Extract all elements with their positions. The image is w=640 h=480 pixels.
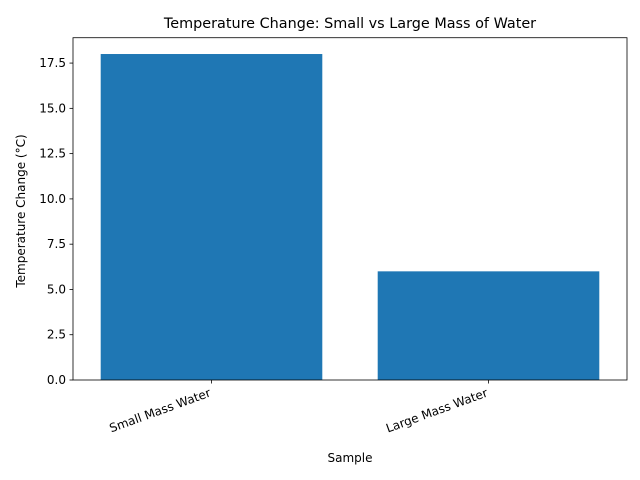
y-tick-label: 10.0 xyxy=(39,192,66,206)
y-tick-label: 15.0 xyxy=(39,101,66,115)
y-axis-label: Temperature Change (°C) xyxy=(14,134,28,288)
chart-title: Temperature Change: Small vs Large Mass … xyxy=(163,16,536,32)
x-tick-label: Small Mass Water xyxy=(108,386,213,436)
y-tick-label: 12.5 xyxy=(39,147,66,161)
y-tick-label: 2.5 xyxy=(47,328,66,342)
y-tick-label: 17.5 xyxy=(39,56,66,70)
plot-frame xyxy=(72,37,628,381)
y-tick-label: 0.0 xyxy=(47,373,66,387)
bar xyxy=(100,54,323,381)
bar xyxy=(377,271,600,380)
x-tick-label: Large Mass Water xyxy=(384,386,489,436)
y-tick-label: 5.0 xyxy=(47,282,66,296)
x-axis-label: Sample xyxy=(328,451,373,465)
y-tick-label: 7.5 xyxy=(47,237,66,251)
